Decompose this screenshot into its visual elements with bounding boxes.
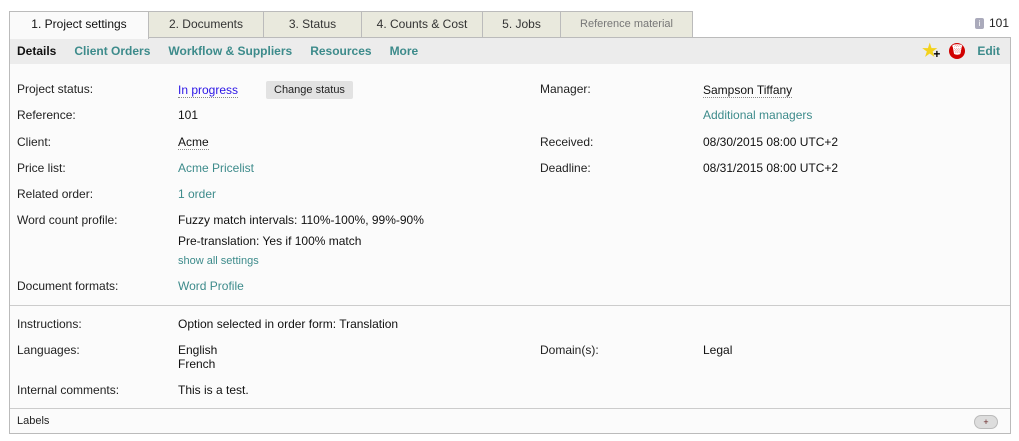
document-formats-label: Document formats: [17,279,119,293]
add-label-button[interactable]: + [974,415,998,429]
language-french: French [178,357,216,371]
show-all-settings-link[interactable]: show all settings [178,255,259,267]
labels-label: Labels [17,415,50,427]
project-id-value: 101 [988,16,1009,30]
tab-counts-cost[interactable]: 4. Counts & Cost [361,11,483,38]
instructions-label: Instructions: [17,317,82,331]
details-panel: Details Client Orders Workflow & Supplie… [9,37,1011,434]
divider [10,408,1010,409]
price-list-link[interactable]: Acme Pricelist [178,161,255,175]
instructions-value: Option selected in order form: Translati… [178,317,399,331]
internal-comments-value: This is a test. [178,383,249,397]
subnav-resources[interactable]: Resources [310,44,372,58]
client-value[interactable]: Acme [178,135,209,150]
project-status-value[interactable]: In progress [178,83,239,98]
subnav-details[interactable]: Details [17,44,57,58]
change-status-button[interactable]: Change status [266,81,353,99]
related-order-link[interactable]: 1 order [178,187,217,201]
deadline-label: Deadline: [540,161,591,175]
document-formats-link[interactable]: Word Profile [178,279,244,293]
additional-managers-link[interactable]: Additional managers [703,108,813,122]
manager-label: Manager: [540,82,591,96]
tab-jobs[interactable]: 5. Jobs [482,11,561,38]
related-order-label: Related order: [17,187,94,201]
client-label: Client: [17,135,52,149]
deadline-value: 08/31/2015 08:00 UTC+2 [703,161,839,175]
languages-label: Languages: [17,343,80,357]
pre-translation: Pre-translation: Yes if 100% match [178,234,362,248]
word-count-profile-label: Word count profile: [17,213,118,227]
info-icon: i [974,17,984,29]
tab-project-settings[interactable]: 1. Project settings [9,11,149,39]
reference-value: 101 [178,108,199,122]
delete-icon[interactable]: 🗑 [949,43,966,59]
reference-label: Reference: [17,108,76,122]
add-favorite-icon[interactable]: ★ + [922,41,941,61]
tab-status[interactable]: 3. Status [263,11,362,38]
subnav-client-orders[interactable]: Client Orders [74,44,151,58]
edit-button[interactable]: Edit [977,44,1000,58]
received-label: Received: [540,135,594,149]
project-status-label: Project status: [17,82,94,96]
fuzzy-match-intervals: Fuzzy match intervals: 110%-100%, 99%-90… [178,213,424,227]
sub-navigation: Details Client Orders Workflow & Supplie… [10,38,1010,64]
price-list-label: Price list: [17,161,66,175]
tab-documents[interactable]: 2. Documents [148,11,264,38]
tab-reference-material[interactable]: Reference material [560,11,693,38]
language-english: English [178,343,218,357]
domains-label: Domain(s): [540,343,599,357]
internal-comments-label: Internal comments: [17,383,120,397]
manager-value[interactable]: Sampson Tiffany [703,83,793,98]
subnav-more[interactable]: More [389,44,419,58]
project-id: i 101 [974,16,1009,30]
received-value: 08/30/2015 08:00 UTC+2 [703,135,839,149]
domains-value: Legal [703,343,733,357]
subnav-workflow-suppliers[interactable]: Workflow & Suppliers [168,44,293,58]
divider [10,305,1010,306]
